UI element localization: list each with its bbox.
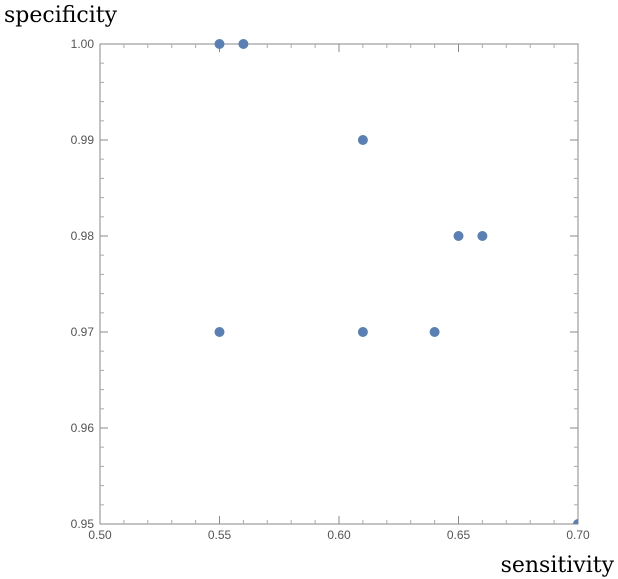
x-axis-ticks: 0.50 0.55 0.60 0.65 0.70 bbox=[88, 44, 590, 542]
y-tick-label: 0.96 bbox=[71, 421, 95, 435]
data-point bbox=[453, 231, 464, 241]
x-tick-label: 0.65 bbox=[447, 528, 471, 542]
x-tick-label: 0.70 bbox=[566, 528, 590, 542]
data-point bbox=[214, 327, 225, 337]
data-point bbox=[573, 519, 578, 524]
y-axis-ticks: 0.95 0.96 0.97 0.98 0.99 1.00 bbox=[71, 37, 578, 531]
data-point bbox=[477, 231, 488, 241]
data-point bbox=[238, 39, 249, 49]
y-tick-label: 1.00 bbox=[71, 37, 95, 51]
data-points bbox=[214, 39, 578, 524]
x-tick-label: 0.50 bbox=[88, 528, 112, 542]
minor-ticks bbox=[100, 44, 578, 524]
y-axis-title: specificity bbox=[4, 3, 118, 28]
data-point bbox=[357, 135, 368, 145]
data-point bbox=[214, 39, 225, 49]
y-tick-label: 0.97 bbox=[71, 325, 95, 339]
plot-frame bbox=[99, 43, 579, 525]
x-tick-label: 0.60 bbox=[327, 528, 351, 542]
y-tick-label: 0.99 bbox=[71, 133, 95, 147]
x-axis-title: sensitivity bbox=[501, 553, 615, 578]
y-tick-label: 0.98 bbox=[71, 229, 95, 243]
y-tick-label: 0.95 bbox=[71, 517, 95, 531]
data-point bbox=[429, 327, 440, 337]
x-tick-label: 0.55 bbox=[208, 528, 232, 542]
data-point bbox=[357, 327, 368, 337]
